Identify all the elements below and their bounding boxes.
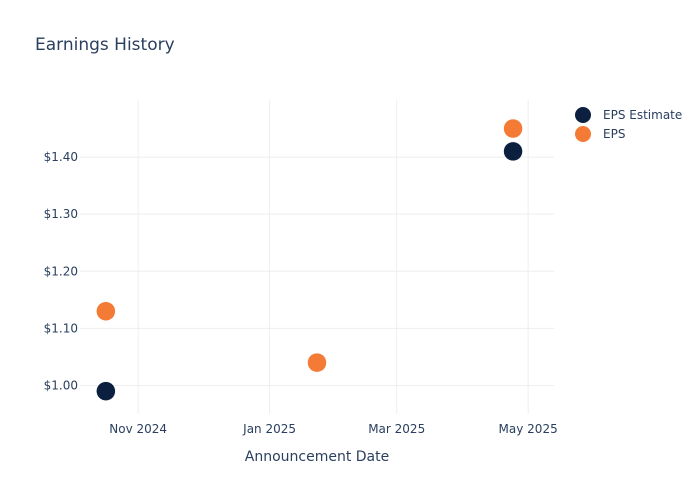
y-tick-label: $1.00: [44, 378, 78, 392]
eps-estimate-point[interactable]: [96, 381, 116, 401]
eps-estimate-point[interactable]: [503, 141, 523, 162]
x-tick-label: Nov 2024: [109, 422, 167, 436]
legend-label[interactable]: EPS: [603, 127, 625, 141]
x-tick-label: Mar 2025: [368, 422, 425, 436]
y-axis-ticks: $1.00 $1.10 $1.20 $1.30 $1.40: [44, 150, 78, 392]
y-tick-label: $1.40: [44, 150, 78, 164]
data-points: [96, 118, 523, 401]
legend-label[interactable]: EPS Estimate: [603, 108, 682, 122]
y-tick-label: $1.30: [44, 207, 78, 221]
x-axis-ticks: Nov 2024 Jan 2025 Mar 2025 May 2025: [109, 422, 557, 436]
legend[interactable]: EPS Estimate EPS: [575, 107, 682, 142]
y-tick-label: $1.10: [44, 321, 78, 335]
eps-point[interactable]: [307, 352, 327, 373]
legend-marker[interactable]: [575, 107, 591, 123]
chart-title: Earnings History: [35, 35, 175, 55]
y-tick-label: $1.20: [44, 264, 78, 278]
grid-lines: [80, 100, 554, 414]
x-tick-label: May 2025: [499, 422, 558, 436]
legend-marker[interactable]: [575, 126, 591, 142]
eps-point[interactable]: [96, 301, 116, 321]
eps-point[interactable]: [503, 118, 523, 139]
x-axis-title: Announcement Date: [245, 449, 389, 465]
x-tick-label: Jan 2025: [242, 422, 296, 436]
